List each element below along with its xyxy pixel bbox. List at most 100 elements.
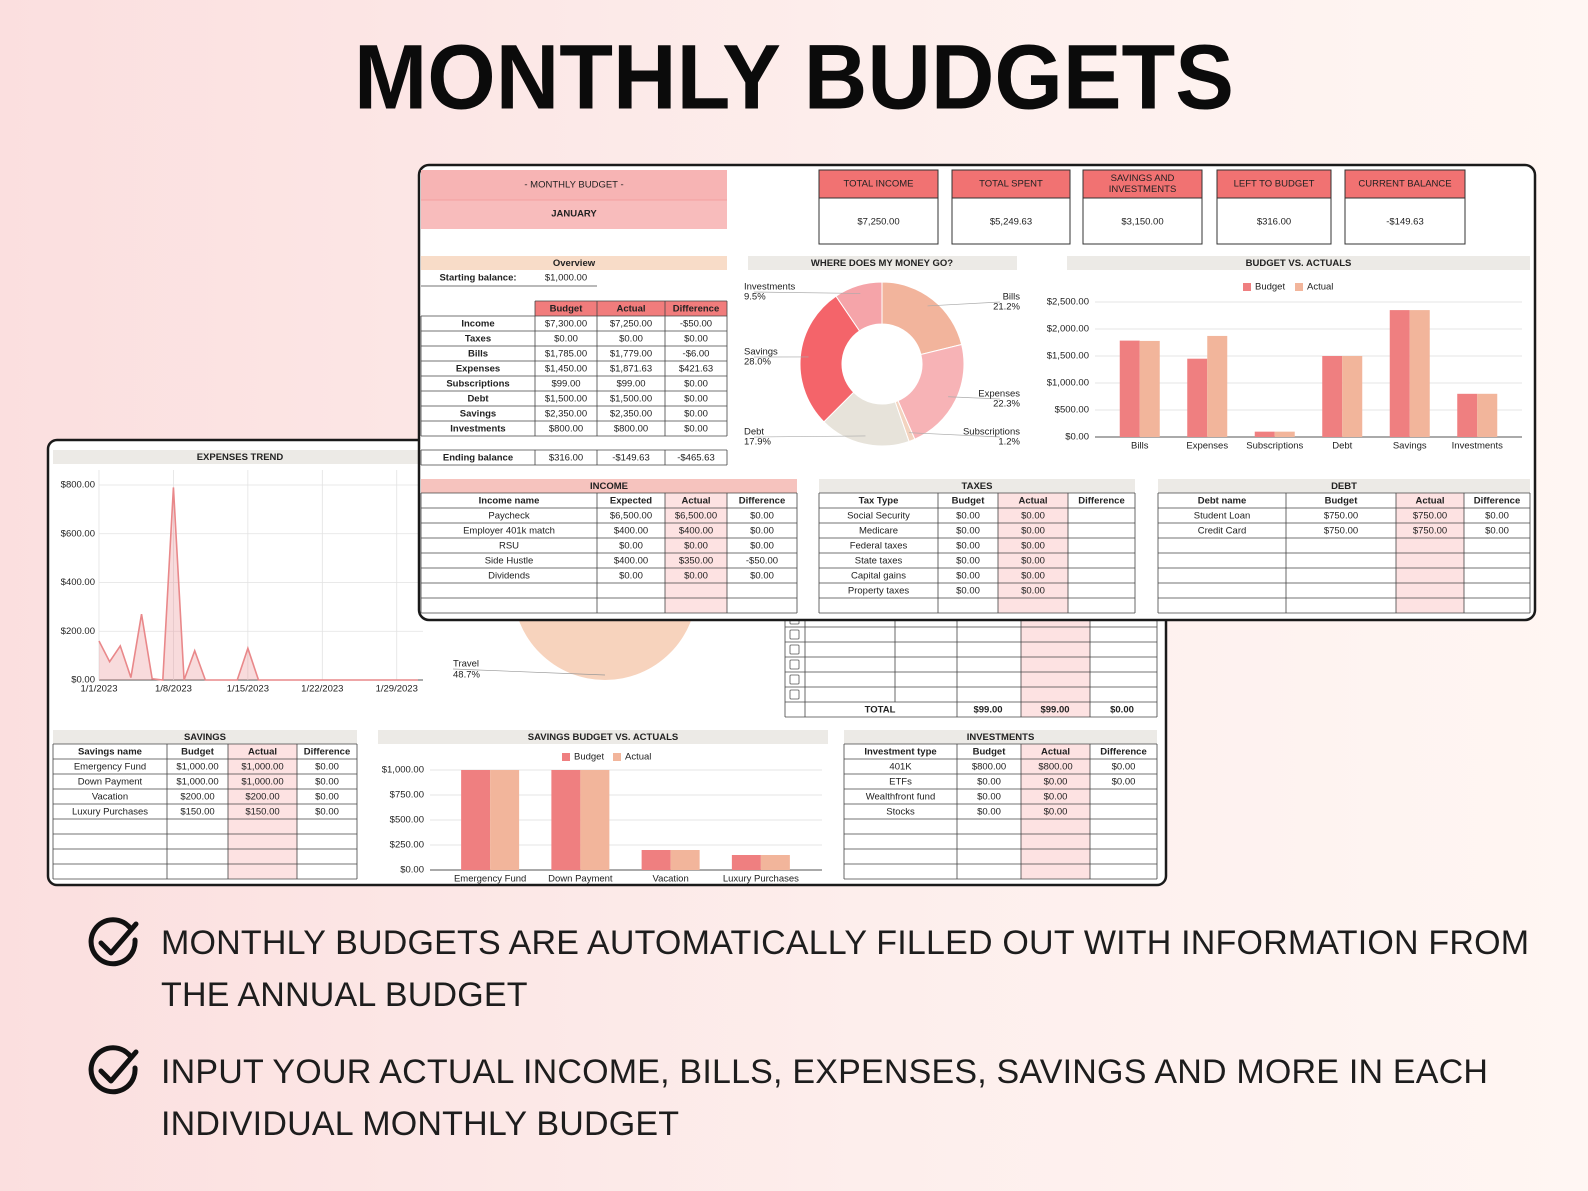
table-cell: $800.00 bbox=[549, 424, 583, 435]
leader-line bbox=[753, 291, 861, 294]
table-header: Difference bbox=[739, 496, 785, 507]
leader-line bbox=[948, 396, 1001, 400]
banner-title: - MONTHLY BUDGET - bbox=[524, 180, 623, 191]
y-tick-label: $0.00 bbox=[400, 865, 424, 876]
table-cell: $750.00 bbox=[1413, 526, 1447, 537]
bar bbox=[1389, 310, 1410, 437]
table-cell: Property taxes bbox=[848, 586, 909, 597]
x-tick-label: Expenses bbox=[1186, 441, 1228, 452]
kpi-value: $7,250.00 bbox=[857, 217, 899, 228]
actual-column bbox=[228, 744, 297, 879]
table-cell: $750.00 bbox=[1324, 526, 1358, 537]
kpi-header bbox=[1082, 169, 1203, 199]
slice-label: Expenses bbox=[978, 389, 1020, 400]
slice-value: 22.3% bbox=[993, 399, 1020, 410]
checkbox bbox=[789, 659, 800, 670]
bar bbox=[1274, 431, 1295, 437]
bullet-text: INPUT YOUR ACTUAL INCOME, BILLS, EXPENSE… bbox=[161, 1053, 1489, 1143]
legend-label: Budget bbox=[574, 752, 604, 763]
table-cell: $150.00 bbox=[245, 807, 279, 818]
table-header: Actual bbox=[1041, 747, 1070, 758]
table-cell: $0.00 bbox=[684, 379, 708, 390]
table-header: Difference bbox=[1100, 747, 1146, 758]
bar bbox=[1457, 393, 1478, 437]
table-header: Budget bbox=[973, 747, 1007, 758]
table-cell: $0.00 bbox=[315, 762, 339, 773]
table-cell: $0.00 bbox=[956, 541, 980, 552]
table-title-band bbox=[819, 479, 1135, 493]
table-cell: Bills bbox=[468, 349, 488, 360]
bar bbox=[1119, 340, 1140, 437]
bar bbox=[461, 770, 491, 870]
table-cell: $0.00 bbox=[977, 807, 1001, 818]
table-cell: Stocks bbox=[886, 807, 915, 818]
table-cell: $0.00 bbox=[315, 777, 339, 788]
legend-label: Budget bbox=[1255, 282, 1285, 293]
kpi-label: CURRENT BALANCE bbox=[1358, 179, 1451, 190]
banner bbox=[421, 200, 727, 229]
kpi-value: $3,150.00 bbox=[1121, 217, 1163, 228]
table-cell: $1,000.00 bbox=[241, 777, 283, 788]
table-cell: Luxury Purchases bbox=[72, 807, 148, 818]
table-cell: State taxes bbox=[855, 556, 903, 567]
table-cell: $2,350.00 bbox=[545, 409, 587, 420]
table-cell: $0.00 bbox=[977, 777, 1001, 788]
table-header: Difference bbox=[1078, 496, 1124, 507]
trend-line bbox=[98, 487, 418, 681]
x-tick-label: Bills bbox=[1131, 441, 1149, 452]
checkbox bbox=[789, 674, 800, 685]
leader-line bbox=[452, 668, 606, 676]
table-header: Actual bbox=[248, 747, 277, 758]
table-cell: Savings bbox=[460, 409, 496, 420]
leader-line bbox=[753, 435, 866, 438]
y-tick-label: $1,500.00 bbox=[1047, 351, 1089, 362]
donut-slice bbox=[835, 281, 883, 332]
chart-title: SAVINGS BUDGET VS. ACTUALS bbox=[528, 732, 678, 743]
table-header: Budget bbox=[952, 496, 986, 507]
x-tick-label: Savings bbox=[1393, 441, 1427, 452]
table-cell: $800.00 bbox=[972, 762, 1006, 773]
table-cell: -$465.63 bbox=[677, 453, 715, 464]
table-header: Debt name bbox=[1198, 496, 1247, 507]
table-title-band bbox=[844, 730, 1157, 744]
table-cell: $0.00 bbox=[684, 409, 708, 420]
table-cell: Vacation bbox=[92, 792, 128, 803]
slice-value: 1.2% bbox=[998, 437, 1020, 448]
table-cell: RSU bbox=[499, 541, 519, 552]
table-cell: $7,300.00 bbox=[545, 319, 587, 330]
bar bbox=[1409, 310, 1430, 437]
table-cell: -$50.00 bbox=[680, 319, 712, 330]
slice-label: Subscriptions bbox=[963, 427, 1020, 438]
table-cell: $0.00 bbox=[977, 792, 1001, 803]
table-header: Income name bbox=[479, 496, 540, 507]
table-cell: $0.00 bbox=[684, 571, 708, 582]
y-tick-label: $0.00 bbox=[71, 675, 95, 686]
kpi-value: -$149.63 bbox=[1386, 217, 1424, 228]
table-cell: $1,000.00 bbox=[241, 762, 283, 773]
x-tick-label: Vacation bbox=[652, 874, 688, 885]
table-cell: $200.00 bbox=[245, 792, 279, 803]
x-tick-label: 1/29/2023 bbox=[376, 684, 418, 695]
table-cell: Investments bbox=[450, 424, 505, 435]
table-cell: Student Loan bbox=[1194, 511, 1251, 522]
chart-title-band bbox=[748, 256, 1017, 270]
table-title: DEBT bbox=[1331, 481, 1357, 492]
table-cell: $0.00 bbox=[619, 541, 643, 552]
table-cell: $1,500.00 bbox=[610, 394, 652, 405]
table-cell: Paycheck bbox=[488, 511, 529, 522]
table-cell: $1,000.00 bbox=[176, 762, 218, 773]
chart-title-band bbox=[53, 450, 419, 464]
table-cell: Emergency Fund bbox=[74, 762, 146, 773]
table-cell: Social Security bbox=[847, 511, 910, 522]
table-cell: $0.00 bbox=[750, 511, 774, 522]
table-cell: $400.00 bbox=[614, 526, 648, 537]
donut-slice bbox=[897, 343, 965, 440]
table-cell: $1,500.00 bbox=[545, 394, 587, 405]
kpi-label: TOTAL INCOME bbox=[843, 179, 913, 190]
bar bbox=[1187, 358, 1208, 437]
kpi-header bbox=[818, 169, 939, 199]
y-tick-label: $800.00 bbox=[61, 480, 95, 491]
chart-title-band bbox=[1067, 256, 1530, 270]
overview-title: Overview bbox=[553, 258, 596, 269]
table-title-band bbox=[1158, 479, 1530, 493]
